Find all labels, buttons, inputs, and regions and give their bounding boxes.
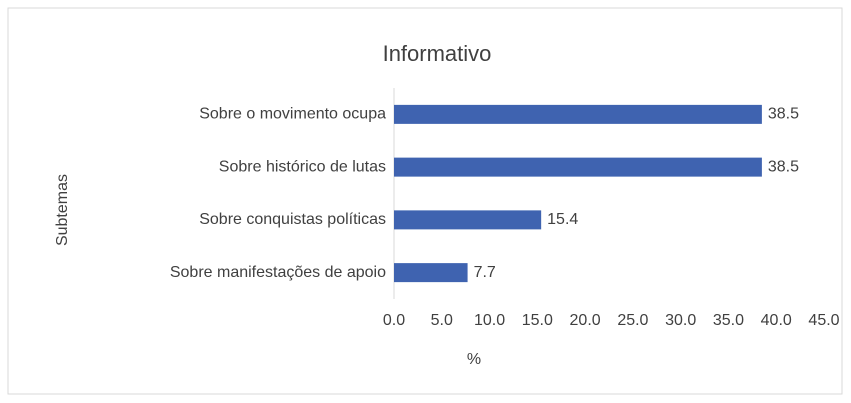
x-tick-label: 30.0 bbox=[665, 312, 696, 329]
x-tick-label: 40.0 bbox=[761, 312, 792, 329]
data-label: 38.5 bbox=[768, 158, 799, 175]
y-tick-label: Sobre conquistas políticas bbox=[199, 211, 386, 228]
bar bbox=[394, 210, 542, 230]
chart-title: Informativo bbox=[383, 41, 492, 66]
x-tick-label: 5.0 bbox=[431, 312, 453, 329]
y-tick-label: Sobre o movimento ocupa bbox=[199, 106, 386, 123]
x-tick-label: 10.0 bbox=[474, 312, 505, 329]
x-tick-label: 20.0 bbox=[570, 312, 601, 329]
data-label: 7.7 bbox=[474, 264, 496, 281]
bar bbox=[394, 157, 762, 177]
x-tick-label: 25.0 bbox=[617, 312, 648, 329]
x-tick-label: 45.0 bbox=[808, 312, 839, 329]
x-tick-label: 35.0 bbox=[713, 312, 744, 329]
x-axis-title: % bbox=[467, 351, 481, 368]
data-label: 15.4 bbox=[547, 211, 578, 228]
data-label: 38.5 bbox=[768, 106, 799, 123]
y-tick-label: Sobre manifestações de apoio bbox=[170, 264, 386, 281]
x-tick-label: 15.0 bbox=[522, 312, 553, 329]
x-tick-label: 0.0 bbox=[383, 312, 405, 329]
chart-border bbox=[7, 7, 843, 395]
y-tick-label: Sobre histórico de lutas bbox=[219, 158, 386, 175]
bar bbox=[394, 104, 762, 124]
bar bbox=[394, 263, 468, 283]
y-axis-title: Subtemas bbox=[54, 174, 71, 246]
